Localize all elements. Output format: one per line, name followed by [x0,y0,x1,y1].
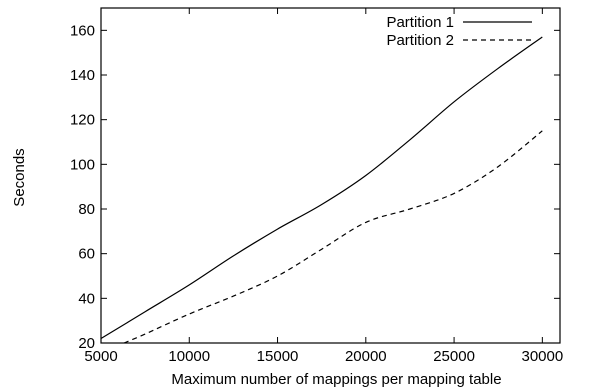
y-tick-label: 60 [78,246,95,263]
plot-frame [100,7,561,344]
y-tick-label: 120 [70,112,95,129]
y-tick-label: 20 [78,335,95,352]
legend-label-partition-1: Partition 1 [386,14,454,31]
x-tick-label: 5000 [84,348,117,365]
legend-label-partition-2: Partition 2 [386,32,454,49]
x-tick-label: 30000 [521,348,563,365]
y-tick-label: 140 [70,67,95,84]
x-tick-label: 25000 [433,348,475,365]
series-lines [100,36,543,344]
y-axis-label: Seconds [11,148,28,206]
y-tick-label: 40 [78,290,95,307]
y-axis-ticks: 20 40 60 80 100 120 140 160 [70,22,560,352]
y-tick-label: 100 [70,156,95,173]
x-tick-label: 20000 [345,348,387,365]
series-line-partition-2 [123,130,543,344]
x-tick-label: 15000 [257,348,299,365]
x-tick-label: 10000 [168,348,210,365]
y-tick-label: 80 [78,201,95,218]
y-tick-label: 160 [70,22,95,39]
series-line-partition-1 [100,36,543,340]
x-axis-ticks: 5000 10000 15000 20000 25000 30000 [84,8,563,365]
x-axis-label: Maximum number of mappings per mapping t… [171,371,501,388]
